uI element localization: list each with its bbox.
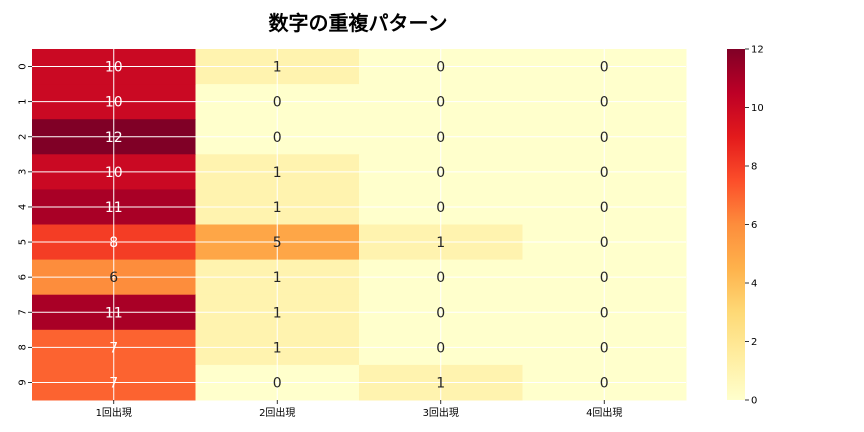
- cell-label-r8-c3: 0: [600, 340, 609, 356]
- cell-label-r2-c1: 0: [273, 130, 282, 146]
- colorbar-tick-label-3: 6: [751, 220, 757, 231]
- y-tick-label-0: 0: [18, 63, 29, 69]
- cell-label-r0-c0: 10: [105, 60, 123, 76]
- cell-label-r5-c0: 8: [109, 235, 118, 251]
- cell-label-r9-c1: 0: [273, 375, 282, 391]
- cell-label-r3-c2: 0: [436, 165, 445, 181]
- cell-label-r3-c3: 0: [600, 165, 609, 181]
- cell-label-r0-c1: 1: [273, 60, 282, 76]
- cell-label-r5-c1: 5: [273, 235, 282, 251]
- x-tick-label-3: 4回出現: [586, 406, 622, 419]
- cell-label-r7-c0: 11: [105, 305, 123, 321]
- cell-label-r6-c1: 1: [273, 270, 282, 286]
- cell-label-r2-c0: 12: [105, 130, 123, 146]
- cell-label-r0-c2: 0: [436, 60, 445, 76]
- cell-label-r6-c2: 0: [436, 270, 445, 286]
- cell-label-r8-c2: 0: [436, 340, 445, 356]
- x-axis-ticks: 1回出現 2回出現 3回出現 4回出現: [96, 400, 622, 419]
- y-tick-label-8: 8: [18, 344, 29, 350]
- y-tick-label-9: 9: [18, 379, 29, 385]
- cell-label-r4-c3: 0: [600, 200, 609, 216]
- x-tick-label-2: 3回出現: [423, 406, 459, 419]
- cell-label-r9-c2: 1: [436, 375, 445, 391]
- cell-label-r1-c3: 0: [600, 95, 609, 111]
- y-tick-label-6: 6: [18, 274, 29, 280]
- cell-label-r5-c3: 0: [600, 235, 609, 251]
- y-tick-label-3: 3: [18, 169, 29, 175]
- cell-label-r6-c3: 0: [600, 270, 609, 286]
- heatmap-gridlines: [32, 49, 686, 400]
- cell-label-r1-c0: 10: [105, 95, 123, 111]
- cell-label-r7-c1: 1: [273, 305, 282, 321]
- cell-label-r0-c3: 0: [600, 60, 609, 76]
- colorbar-ticks: 0 2 4 6 8 10 12: [745, 45, 764, 407]
- cell-label-r8-c0: 7: [109, 340, 118, 356]
- heatmap-cell-labels: 10 1 0 010 0 0 012 0 0 010 1 0 011 1 0 08 5 1 06 1 0 011 1 0 07 1…: [105, 60, 609, 392]
- cell-label-r8-c1: 1: [273, 340, 282, 356]
- cell-label-r4-c0: 11: [105, 200, 123, 216]
- cell-label-r6-c0: 6: [109, 270, 118, 286]
- cell-label-r7-c3: 0: [600, 305, 609, 321]
- cell-label-r4-c2: 0: [436, 200, 445, 216]
- chart-title: 数字の重複パターン: [269, 11, 448, 35]
- y-tick-label-2: 2: [18, 134, 29, 140]
- cell-label-r2-c3: 0: [600, 130, 609, 146]
- cell-label-r1-c1: 0: [273, 95, 282, 111]
- y-tick-label-5: 5: [18, 239, 29, 245]
- cell-label-r5-c2: 1: [436, 235, 445, 251]
- cell-label-r9-c3: 0: [600, 375, 609, 391]
- x-tick-label-1: 2回出現: [259, 406, 295, 419]
- colorbar-tick-label-1: 2: [751, 337, 757, 348]
- cell-label-r3-c0: 10: [105, 165, 123, 181]
- colorbar-tick-label-0: 0: [751, 396, 757, 407]
- colorbar: [727, 49, 745, 400]
- x-tick-label-0: 1回出現: [96, 406, 132, 419]
- y-axis-ticks: 0 1 2 3 4 5 6 7 8 9: [18, 63, 32, 386]
- colorbar-tick-label-2: 4: [751, 279, 757, 290]
- cell-label-r3-c1: 1: [273, 165, 282, 181]
- cell-label-r4-c1: 1: [273, 200, 282, 216]
- cell-label-r7-c2: 0: [436, 305, 445, 321]
- cell-label-r1-c2: 0: [436, 95, 445, 111]
- cell-label-r2-c2: 0: [436, 130, 445, 146]
- colorbar-tick-label-4: 8: [751, 162, 757, 173]
- y-tick-label-4: 4: [18, 204, 29, 210]
- colorbar-tick-label-5: 10: [751, 103, 764, 114]
- y-tick-label-1: 1: [18, 98, 29, 104]
- cell-label-r9-c0: 7: [109, 375, 118, 391]
- colorbar-tick-label-6: 12: [751, 45, 764, 56]
- y-tick-label-7: 7: [18, 309, 29, 315]
